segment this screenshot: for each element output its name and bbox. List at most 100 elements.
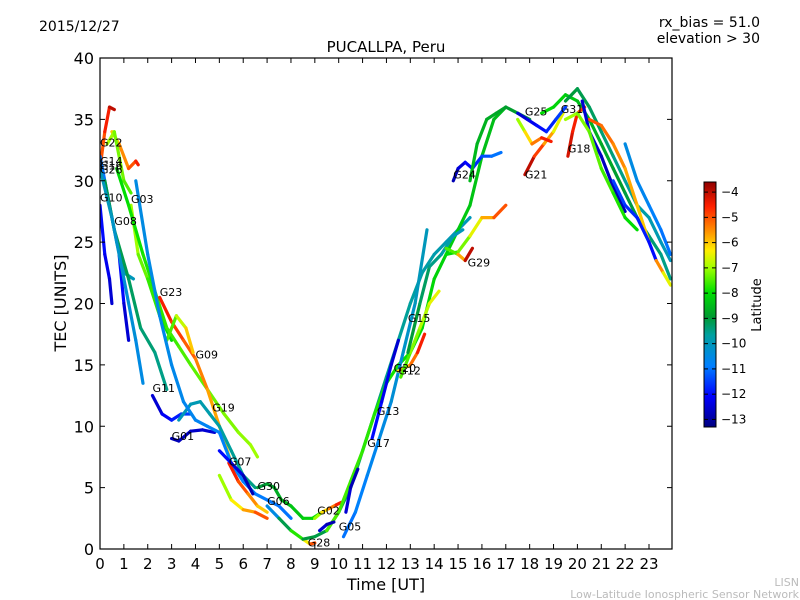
series-segment (341, 510, 357, 539)
series-segment (253, 510, 269, 520)
satellite-label-G28: G28 (308, 537, 331, 550)
elevation-label: elevation > 30 (657, 31, 760, 47)
series-segment (623, 166, 639, 207)
series-segment (587, 105, 603, 134)
series-segment (396, 301, 412, 342)
series-segment (420, 252, 436, 275)
series-segment (566, 130, 575, 158)
series-segment (587, 130, 603, 171)
y-tick-label: 10 (74, 417, 94, 436)
series-segment (463, 246, 474, 263)
series-segment (599, 123, 615, 146)
series-segment (227, 461, 240, 484)
satellite-label-G22: G22 (100, 136, 123, 149)
series-segment (255, 482, 269, 490)
series-segment (475, 117, 489, 146)
series-G01 (170, 428, 217, 443)
series-segment (103, 105, 112, 134)
rx-bias-label: rx_bias = 51.0 (659, 15, 760, 31)
series-segment (217, 430, 233, 465)
series-segment (659, 228, 672, 256)
series-segment (344, 486, 353, 514)
series-segment (205, 424, 221, 434)
series-segment (554, 105, 568, 122)
series-G26 (100, 166, 145, 385)
series-layer (100, 87, 672, 546)
x-tick-label: 0 (95, 555, 105, 573)
satellite-label-G21: G21 (525, 168, 548, 181)
series-segment (427, 252, 443, 269)
satellite-label-G13: G13 (377, 405, 400, 418)
series-G31b (563, 87, 672, 263)
series-segment (661, 271, 672, 287)
series-segment (377, 400, 393, 441)
satellite-label-G11: G11 (153, 382, 176, 395)
series-segment (361, 412, 377, 453)
plot-frame (99, 57, 673, 550)
series-segment (659, 240, 672, 263)
series-segment (277, 516, 293, 533)
series-G29 (444, 203, 508, 256)
series-G29b (444, 246, 474, 263)
satellite-label-G19: G19 (212, 402, 235, 415)
colorbar-tick-label: −4 (721, 185, 739, 199)
series-segment (408, 351, 420, 367)
series-segment (165, 314, 178, 342)
series-segment (136, 252, 150, 281)
series-G13 (370, 338, 400, 441)
x-tick-label: 3 (167, 555, 177, 573)
series-segment (181, 338, 198, 361)
y-tick-label: 5 (84, 479, 94, 498)
satellite-label-G12: G12 (398, 365, 421, 378)
lisn-long: Low-Latitude Ionospheric Sensor Network (570, 588, 799, 600)
series-segment (308, 541, 317, 546)
series-segment (489, 150, 503, 158)
series-G06 (217, 473, 269, 520)
x-tick-label: 15 (449, 555, 468, 573)
series-segment (170, 412, 183, 422)
series-segment (611, 191, 627, 220)
x-tick-label: 12 (377, 555, 396, 573)
series-G05c (318, 520, 336, 533)
series-segment (107, 105, 116, 112)
series-segment (313, 528, 329, 539)
series-segment (523, 154, 537, 177)
series-segment (241, 508, 257, 514)
series-segment (444, 246, 460, 256)
series-segment (370, 400, 384, 441)
series-segment (539, 105, 556, 115)
satellite-label-G07: G07 (229, 456, 252, 469)
x-tick-label: 21 (592, 555, 611, 573)
series-segment (349, 449, 365, 484)
series-segment (289, 528, 305, 541)
x-tick-label: 20 (568, 555, 587, 573)
series-segment (551, 93, 568, 109)
axis-ticks: 0 1 2 3 4 5 6 7 8 9 10 11 12 13 14 15 16 17 18 19 20 21 22 2305… (74, 49, 672, 573)
series-segment (587, 117, 603, 128)
series-segment (456, 234, 472, 254)
series-G32c (654, 258, 672, 287)
series-segment (229, 498, 245, 512)
series-segment (468, 216, 484, 238)
series-segment (353, 473, 369, 514)
series-segment (427, 289, 441, 306)
series-segment (599, 166, 615, 195)
series-segment (647, 234, 663, 256)
series-segment (647, 240, 658, 263)
series-segment (580, 99, 591, 134)
series-segment (177, 429, 193, 443)
series-segment (523, 130, 534, 146)
series-segment (208, 412, 221, 428)
x-tick-label: 10 (329, 555, 348, 573)
series-G13w (134, 179, 293, 520)
series-segment (451, 166, 460, 183)
series-segment (570, 111, 580, 134)
series-segment (103, 252, 112, 281)
series-segment (611, 179, 627, 207)
satellite-label-G23: G23 (160, 286, 183, 299)
series-segment (654, 258, 665, 275)
series-segment (117, 142, 131, 171)
x-tick-label: 23 (639, 555, 658, 573)
